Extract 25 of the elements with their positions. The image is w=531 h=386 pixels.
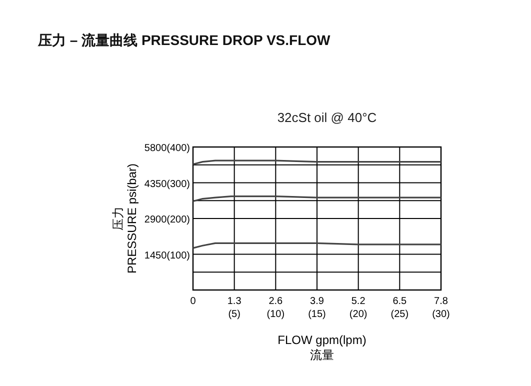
x-tick-label: 1.3 bbox=[227, 296, 242, 307]
x-axis-title: FLOW gpm(lpm) 流量 bbox=[278, 333, 366, 362]
x2-tick-label: (20) bbox=[349, 309, 368, 320]
y2-tick-label: (400) bbox=[166, 143, 190, 154]
y-tick-label: 5800 bbox=[144, 143, 168, 154]
x-tick-label: 5.2 bbox=[351, 296, 366, 307]
x2-tick-label: (25) bbox=[390, 309, 409, 320]
x-tick-label: 3.9 bbox=[310, 296, 324, 307]
y2-tick-label: (300) bbox=[166, 178, 190, 190]
x-tick-label: 7.8 bbox=[434, 296, 448, 307]
x-tick-label: 6.5 bbox=[392, 296, 408, 307]
x2-tick-label: (5) bbox=[228, 309, 240, 320]
x-tick-label: 0 bbox=[190, 296, 196, 307]
x2-tick-label: (15) bbox=[308, 309, 326, 320]
x2-tick-label: (30) bbox=[432, 309, 450, 320]
y2-tick-label: (200) bbox=[166, 214, 190, 226]
y-axis-title: 压力 PRESSURE psi(bar) bbox=[111, 163, 139, 274]
chart-subtitle: 32cSt oil @ 40°C bbox=[277, 110, 377, 125]
y-tick-label: 4350 bbox=[144, 178, 168, 190]
x2-tick-label: (10) bbox=[266, 309, 285, 320]
y2-tick-label: (100) bbox=[166, 250, 190, 262]
y-tick-label: 2900 bbox=[144, 214, 168, 226]
y-tick-label: 1450 bbox=[144, 250, 168, 262]
x-tick-label: 2.6 bbox=[268, 296, 284, 307]
chart-title: 压力 – 流量曲线 PRESSURE DROP VS.FLOW bbox=[37, 32, 332, 48]
